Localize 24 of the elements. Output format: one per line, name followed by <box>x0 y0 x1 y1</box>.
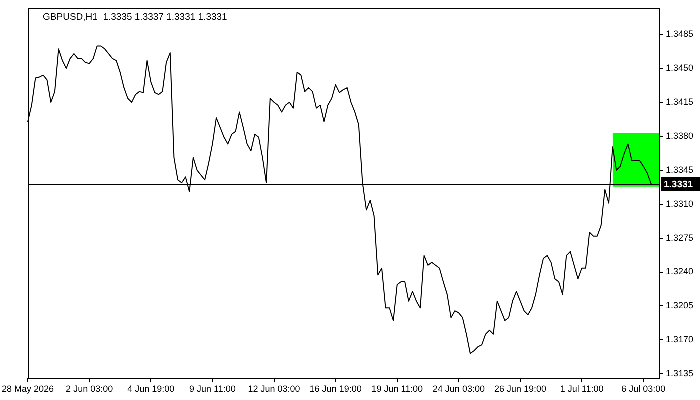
x-tick-label: 9 Jun 11:00 <box>190 384 236 394</box>
y-tick-label: 1.3205 <box>666 300 694 311</box>
y-tick-label: 1.3240 <box>666 266 694 277</box>
x-tick-label: 4 Jun 19:00 <box>128 384 175 394</box>
y-tick-label: 1.3275 <box>666 232 694 243</box>
x-tick-label: 16 Jun 19:00 <box>310 384 362 394</box>
x-tick-label: 6 Jul 03:00 <box>622 384 666 394</box>
y-tick-label: 1.3135 <box>666 368 694 379</box>
y-tick-label: 1.3170 <box>666 334 694 345</box>
x-tick-label: 28 May 2026 <box>2 384 54 394</box>
x-tick-label: 19 Jun 11:00 <box>372 384 424 394</box>
chart-title: GBPUSD,H1 1.3335 1.3337 1.3331 1.3331 <box>43 12 228 24</box>
y-tick-label: 1.3380 <box>666 130 694 141</box>
x-tick-label: 24 Jun 03:00 <box>432 384 485 394</box>
y-tick-label: 1.3485 <box>666 29 694 40</box>
x-tick-label: 12 Jun 03:00 <box>248 384 300 394</box>
y-tick-label: 1.3415 <box>666 96 694 107</box>
y-tick-label: 1.3345 <box>666 164 694 175</box>
y-tick-label: 1.3450 <box>666 63 694 74</box>
ref-line-label: 1.3331 <box>664 180 694 191</box>
x-tick-label: 2 Jun 03:00 <box>66 384 114 394</box>
x-tick-label: 1 Jul 11:00 <box>560 384 604 394</box>
y-tick-label: 1.3310 <box>666 198 694 209</box>
x-tick-label: 26 Jun 19:00 <box>494 384 547 394</box>
